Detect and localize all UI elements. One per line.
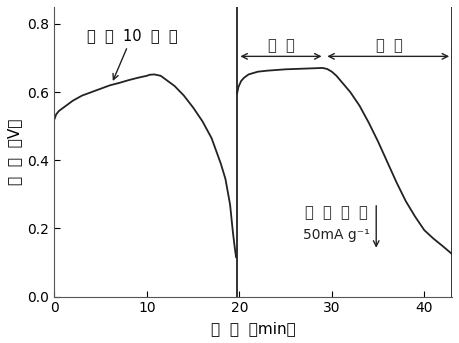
Text: 光  照: 光 照 xyxy=(268,38,294,53)
Text: 放  电  电  流: 放 电 电 流 xyxy=(305,206,368,221)
Text: 50mA g⁻¹: 50mA g⁻¹ xyxy=(303,228,370,242)
X-axis label: 时  间  （min）: 时 间 （min） xyxy=(211,321,296,336)
Text: 无  光: 无 光 xyxy=(376,38,403,53)
Y-axis label: 电  压  （V）: 电 压 （V） xyxy=(7,119,22,185)
Text: 光  照  10  分  钟: 光 照 10 分 钟 xyxy=(87,28,177,80)
